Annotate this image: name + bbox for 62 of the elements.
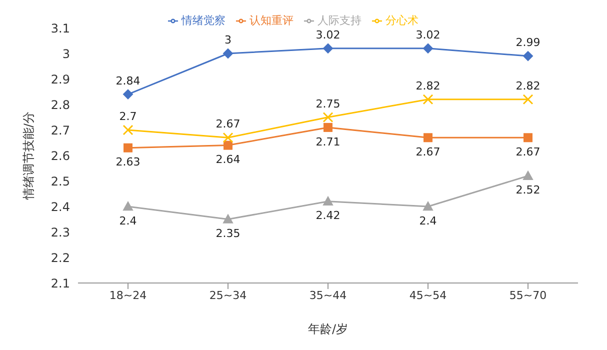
point xyxy=(523,51,533,62)
data-label: 2.64 xyxy=(216,153,240,166)
data-label: 2.63 xyxy=(116,156,140,169)
y-tick-label: 2.8 xyxy=(50,98,70,112)
data-label: 2.4 xyxy=(419,214,437,228)
y-axis-title: 情绪调节技能/分 xyxy=(21,111,36,201)
point xyxy=(223,214,233,224)
point xyxy=(323,196,333,206)
y-tick-label: 2.9 xyxy=(50,72,70,86)
y-tick-label: 3.1 xyxy=(50,21,70,36)
legend-label: 认知重评 xyxy=(250,14,294,27)
data-label: 2.82 xyxy=(516,79,540,92)
y-tick-label: 2.3 xyxy=(50,225,70,240)
point xyxy=(524,133,532,142)
data-label: 2.67 xyxy=(516,145,540,158)
point xyxy=(324,122,332,132)
data-label: 3.02 xyxy=(416,28,440,42)
y-tick-label: 2.1 xyxy=(50,276,70,290)
point xyxy=(124,143,132,152)
y-tick-label: 2.2 xyxy=(50,250,70,265)
point xyxy=(123,89,133,100)
data-label: 2.42 xyxy=(316,209,340,222)
data-label: 2.82 xyxy=(416,79,440,92)
data-label: 2.35 xyxy=(216,227,240,240)
point xyxy=(323,43,333,54)
y-tick-label: 2.6 xyxy=(50,148,70,163)
point xyxy=(523,170,533,180)
x-axis-title: 年龄/岁 xyxy=(308,322,348,336)
y-tick-label: 3 xyxy=(62,46,70,61)
legend-label: 人际支持 xyxy=(318,14,362,27)
x-tick-label: 55~70 xyxy=(509,288,547,302)
data-label: 2.52 xyxy=(516,184,540,197)
point xyxy=(423,43,433,54)
point xyxy=(122,124,134,136)
point xyxy=(123,202,133,211)
legend-label: 情绪觉察 xyxy=(182,14,226,27)
data-label: 2.4 xyxy=(119,214,137,228)
y-tick-label: 2.7 xyxy=(50,123,70,138)
x-tick-label: 45~54 xyxy=(409,288,447,302)
data-label: 2.67 xyxy=(416,145,440,158)
point xyxy=(424,133,432,142)
x-tick-label: 18~24 xyxy=(109,288,147,302)
data-label: 3.02 xyxy=(316,28,340,42)
point xyxy=(222,132,234,143)
legend-label: 分心术 xyxy=(386,14,418,27)
point xyxy=(224,140,232,150)
point xyxy=(423,202,433,211)
x-tick-label: 25~34 xyxy=(209,288,247,302)
data-label: 2.99 xyxy=(516,36,540,50)
y-tick-label: 2.5 xyxy=(50,174,70,188)
y-tick-label: 2.4 xyxy=(50,200,70,214)
point xyxy=(422,94,434,105)
data-label: 3 xyxy=(224,34,232,46)
point xyxy=(522,94,534,105)
point xyxy=(322,112,334,122)
x-tick-label: 35~44 xyxy=(309,288,347,302)
data-label: 2.7 xyxy=(119,110,137,123)
data-label: 2.71 xyxy=(316,135,340,148)
data-label: 2.84 xyxy=(116,74,140,88)
data-label: 2.67 xyxy=(216,118,240,131)
data-label: 2.75 xyxy=(316,97,340,110)
point xyxy=(223,48,233,58)
